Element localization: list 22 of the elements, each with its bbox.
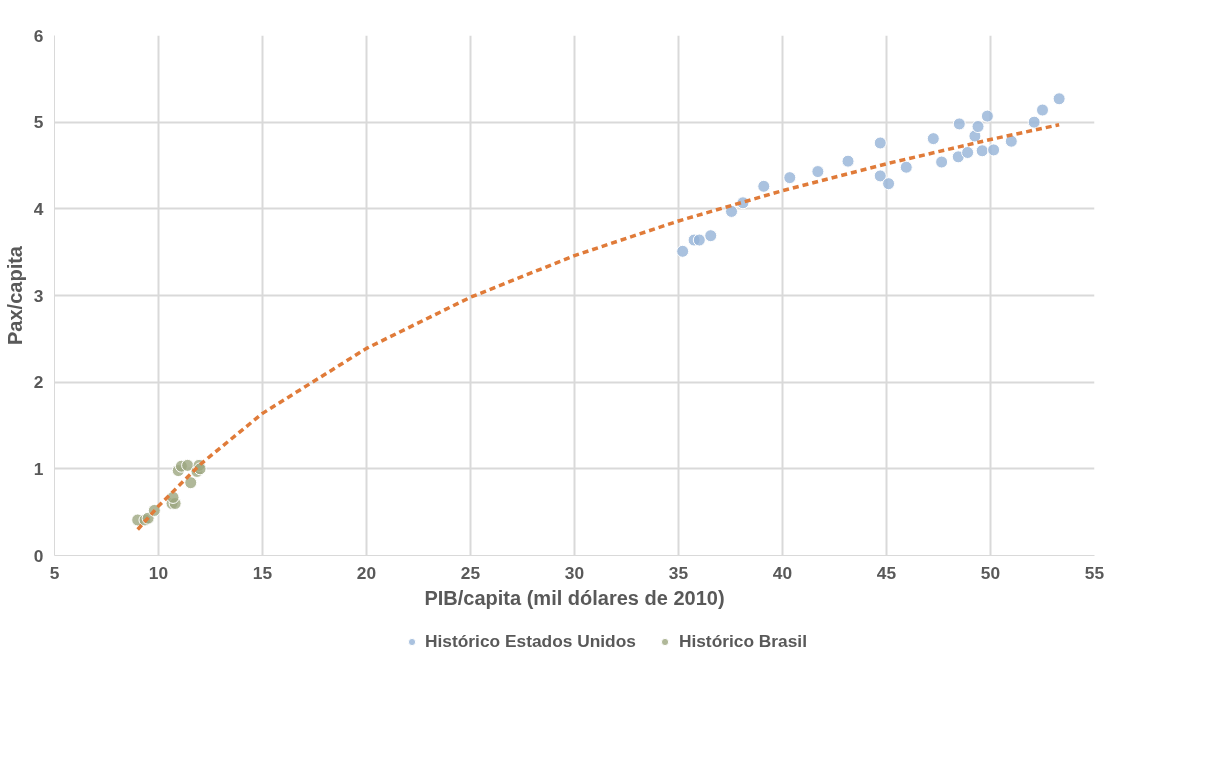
y-tick-label: 6 — [33, 25, 44, 46]
x-tick-label: 5 — [49, 562, 60, 583]
y-tick-label: 0 — [33, 545, 44, 566]
y-axis-title: Pax/capita — [3, 245, 26, 345]
x-tick-label: 10 — [148, 562, 169, 583]
x-tick-label: 45 — [876, 562, 897, 583]
y-tick-label: 2 — [33, 372, 44, 393]
x-tick-label: 30 — [564, 562, 585, 583]
legend-label: Histórico Brasil — [678, 630, 807, 652]
y-tick-label: 4 — [33, 198, 44, 219]
x-tick-label: 25 — [460, 562, 481, 583]
y-tick-label: 1 — [33, 458, 44, 479]
legend-label: Histórico Estados Unidos — [425, 630, 636, 652]
y-tick-label: 3 — [33, 285, 44, 306]
x-tick-label: 15 — [252, 562, 273, 583]
x-tick-label: 50 — [980, 562, 1001, 583]
x-tick-label: 55 — [1084, 562, 1105, 583]
x-axis-title: PIB/capita (mil dólares de 2010) — [424, 586, 725, 609]
x-tick-label: 40 — [772, 562, 793, 583]
x-tick-label: 20 — [356, 562, 377, 583]
x-tick-label: 35 — [668, 562, 689, 583]
y-tick-label: 5 — [33, 112, 44, 133]
